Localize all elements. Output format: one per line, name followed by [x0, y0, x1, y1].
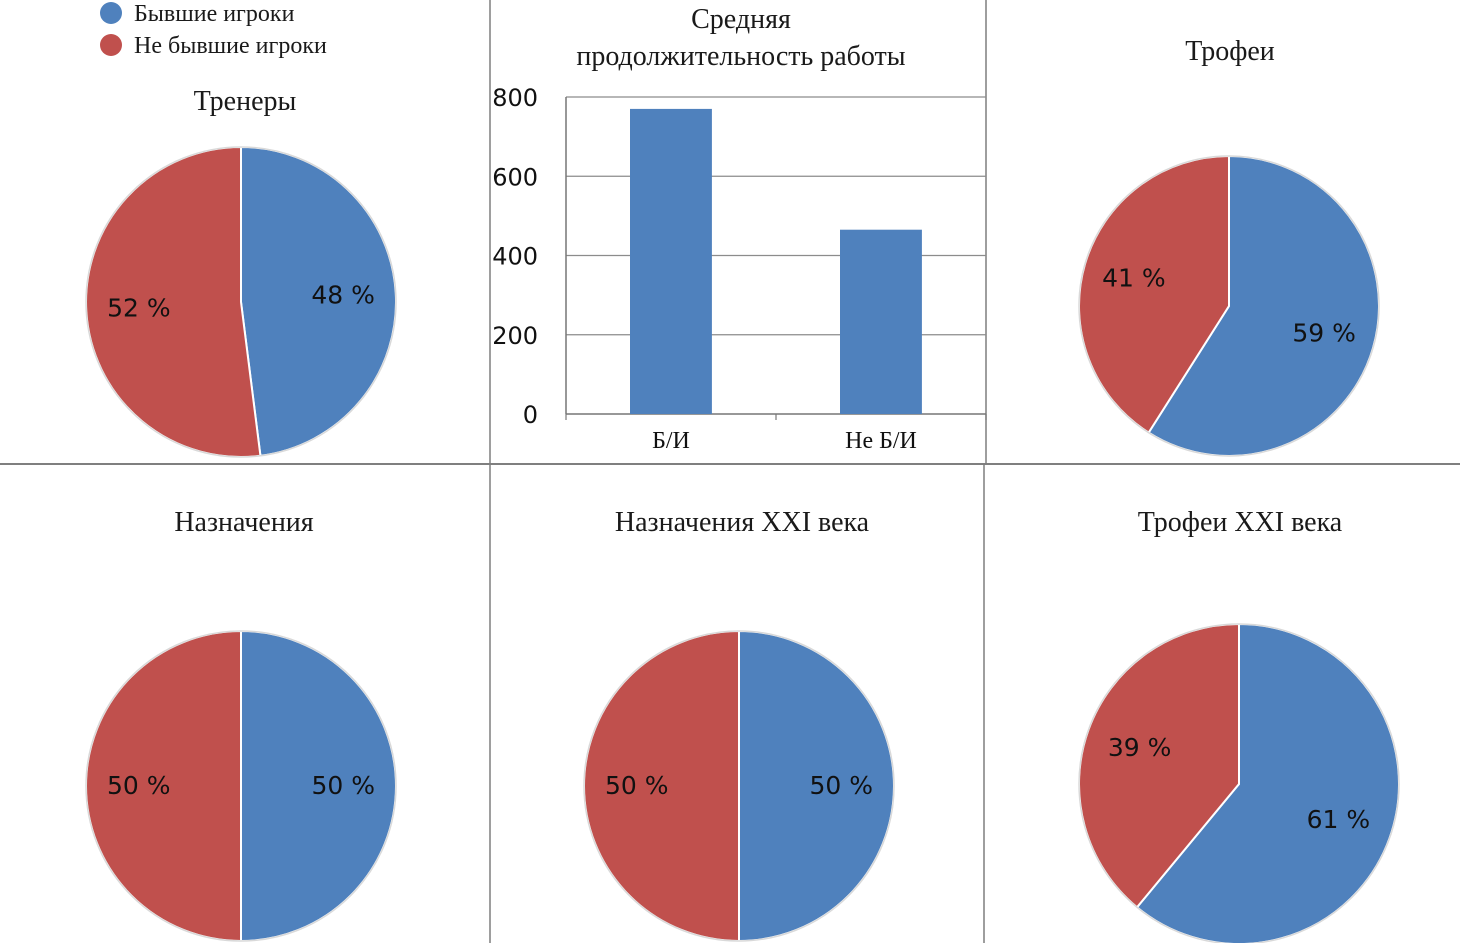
pie-data-label: 50 % [107, 771, 171, 800]
pie-outline [85, 146, 397, 458]
pie-outline [583, 630, 895, 942]
x-category-label: Не Б/И [845, 428, 917, 454]
pie-data-label: 50 % [810, 771, 874, 800]
pie-data-label: 41 % [1102, 263, 1166, 292]
y-tick-label: 0 [523, 401, 538, 429]
bar-non-former-players [840, 229, 922, 414]
chart-title-appointments-21st-century: Назначения XXI века [615, 507, 870, 538]
legend-marker-former-players [100, 2, 122, 24]
pie-trophies-21st-century: 61 % 39 % [1078, 622, 1400, 943]
bar-former-players [630, 108, 712, 415]
pie-data-label: 50 % [312, 771, 376, 800]
pie-data-label: 59 % [1292, 319, 1356, 348]
panel-average-tenure: Средняя продолжительность работы 0 200 400… [492, 4, 987, 454]
y-tick-label: 400 [492, 243, 538, 271]
pie-data-label: 61 % [1307, 805, 1371, 834]
bar-chart-average-tenure: 0 200 400 600 800 Б/И Не Б/И [492, 84, 987, 454]
chart-title-line-1: Средняя [691, 4, 791, 35]
pie-outline [1078, 623, 1400, 943]
legend-label-non-former-players: Не бывшие игроки [134, 33, 327, 59]
panel-appointments: Назначения 50 % 50 % [85, 507, 397, 943]
pie-outline [1078, 155, 1380, 457]
pie-coaches: 48 % 52 % [85, 145, 398, 458]
panel-trophies-21st-century: Трофеи XXI века 61 % 39 % [1078, 507, 1400, 943]
chart-title-line-2: продолжительность работы [576, 41, 905, 72]
chart-title-trophies-21st-century: Трофеи XXI века [1138, 507, 1343, 538]
pie-appointments: 50 % 50 % [85, 629, 397, 943]
chart-title-trophies: Трофеи [1185, 36, 1275, 67]
pie-data-label: 48 % [311, 281, 375, 310]
pie-outline [85, 630, 397, 942]
legend: Бывшие игроки Не бывшие игроки [100, 1, 327, 59]
chart-title-appointments: Назначения [174, 507, 313, 538]
y-tick-label: 800 [492, 84, 538, 112]
legend-label-former-players: Бывшие игроки [134, 1, 295, 27]
legend-marker-non-former-players [100, 34, 122, 56]
pie-trophies: 59 % 41 % [1078, 154, 1380, 457]
panel-appointments-21st-century: Назначения XXI века 50 % 50 % [583, 507, 895, 943]
chart-title-coaches: Тренеры [194, 86, 297, 117]
panel-coaches: Тренеры 48 % 52 % [85, 86, 398, 458]
pie-data-label: 39 % [1108, 733, 1172, 762]
pie-data-label: 50 % [605, 771, 669, 800]
x-category-label: Б/И [652, 428, 690, 454]
y-tick-label: 200 [492, 322, 538, 350]
panel-trophies: Трофеи 59 % 41 % [1078, 36, 1380, 457]
y-tick-label: 600 [492, 163, 538, 191]
pie-data-label: 52 % [107, 293, 171, 322]
pie-appointments-21st-century: 50 % 50 % [583, 629, 895, 943]
